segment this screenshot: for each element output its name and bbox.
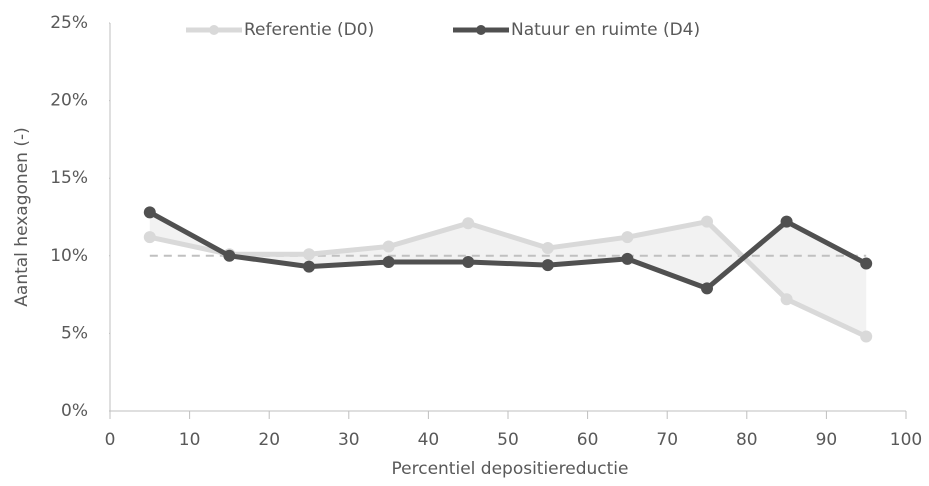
data-point <box>382 240 395 253</box>
data-point <box>223 249 236 262</box>
legend-marker <box>209 25 219 35</box>
data-point <box>541 242 554 255</box>
legend-label: Referentie (D0) <box>244 20 374 40</box>
data-point <box>541 259 554 272</box>
y-tick-label: 10% <box>50 246 88 266</box>
data-point <box>780 215 793 228</box>
y-tick-label: 15% <box>50 168 88 188</box>
x-tick-label: 90 <box>816 430 838 450</box>
data-point <box>860 330 873 343</box>
data-point <box>701 215 713 228</box>
y-tick-label: 5% <box>61 323 88 343</box>
difference-area <box>149 212 867 337</box>
series-line <box>149 219 868 339</box>
data-point <box>303 248 315 261</box>
data-point <box>382 256 395 269</box>
y-tick-label: 0% <box>61 401 88 421</box>
x-tick-label: 10 <box>179 430 201 450</box>
data-point <box>860 257 873 270</box>
data-point <box>143 231 156 244</box>
legend-label: Natuur en ruimte (D4) <box>511 20 700 40</box>
data-point <box>303 260 315 273</box>
x-axis-label: Percentiel depositiereductie <box>392 459 629 479</box>
data-point <box>621 231 634 244</box>
legend-marker <box>476 25 486 35</box>
series-line <box>148 210 868 291</box>
data-point <box>701 282 713 295</box>
x-tick-label: 40 <box>418 430 440 450</box>
x-tick-label: 100 <box>890 430 922 450</box>
x-tick-label: 0 <box>105 430 116 450</box>
x-tick-label: 80 <box>736 430 758 450</box>
data-point <box>462 256 475 269</box>
y-axis-label: Aantal hexagonen (-) <box>12 127 32 306</box>
data-point <box>462 217 475 230</box>
data-point <box>780 293 793 306</box>
x-tick-label: 70 <box>656 430 678 450</box>
data-point <box>621 252 634 265</box>
data-point <box>143 206 156 219</box>
y-tick-label: 20% <box>50 91 88 111</box>
x-tick-label: 30 <box>338 430 360 450</box>
x-tick-label: 20 <box>258 430 280 450</box>
x-tick-label: 50 <box>497 430 519 450</box>
x-tick-label: 60 <box>577 430 599 450</box>
y-tick-label: 25% <box>50 13 88 33</box>
